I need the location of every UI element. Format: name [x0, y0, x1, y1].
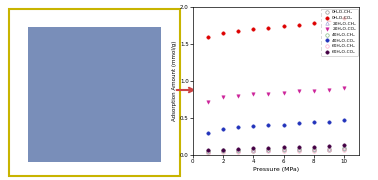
FancyBboxPatch shape — [28, 27, 161, 162]
Legend: 0H₂O-CH₄, 0H₂O-CO₂, 20H₂O-CH₄, 20H₂O-CO₂, 40H₂O-CH₄, 40H₂O-CO₂, 60H₂O-CH₄, 60H₂O: 0H₂O-CH₄, 0H₂O-CO₂, 20H₂O-CH₄, 20H₂O-CO₂… — [321, 8, 358, 56]
Y-axis label: Adsorption Amount (mmol/g): Adsorption Amount (mmol/g) — [172, 41, 177, 121]
X-axis label: Pressure (MPa): Pressure (MPa) — [253, 167, 299, 172]
FancyBboxPatch shape — [28, 27, 161, 162]
